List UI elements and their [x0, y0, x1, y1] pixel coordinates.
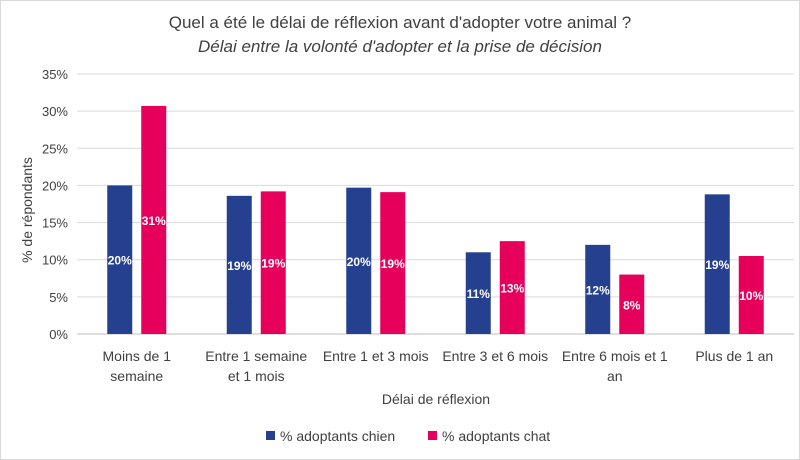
legend-label: % adoptants chat — [442, 428, 550, 444]
bar-chat — [619, 274, 645, 334]
legend-swatch — [428, 431, 437, 440]
x-tick-label: an — [607, 368, 623, 384]
x-tick-label: Moins de 1 — [103, 348, 172, 364]
data-label: 8% — [623, 298, 641, 312]
bar-chat — [738, 256, 764, 334]
data-label: 13% — [500, 282, 524, 296]
x-tick-label: et 1 mois — [228, 368, 285, 384]
x-axis-ticks: Moins de 1 semaine Entre 1 semaine et 1 moi… — [103, 348, 774, 384]
legend: % adoptants chien % adoptants chat — [266, 428, 550, 444]
y-tick-label: 25% — [42, 141, 68, 156]
legend-label: % adoptants chien — [280, 428, 395, 444]
data-label: 19% — [261, 257, 285, 271]
y-tick-label: 0% — [49, 327, 68, 342]
bar-chien — [226, 195, 252, 334]
y-tick-label: 30% — [42, 104, 68, 119]
x-axis-label: Délai de réflexion — [382, 391, 490, 407]
y-tick-label: 5% — [49, 290, 68, 305]
x-tick-label: Entre 3 et 6 mois — [442, 348, 548, 364]
bar-chat — [260, 191, 286, 334]
chart-subtitle: Délai entre la volonté d'adopter et la p… — [198, 37, 602, 56]
bar-chien — [346, 187, 372, 334]
y-tick-label: 10% — [42, 253, 68, 268]
data-label: 19% — [381, 257, 405, 271]
data-label: 19% — [705, 258, 729, 272]
bar-chien — [465, 252, 491, 334]
x-tick-label: Plus de 1 an — [695, 348, 773, 364]
legend-swatch — [266, 431, 275, 440]
bar-chien — [585, 244, 611, 334]
bar-chat — [141, 105, 167, 334]
bar-chien — [704, 194, 730, 334]
gridlines — [77, 73, 794, 335]
chart-title: Quel a été le délai de réflexion avant d… — [168, 13, 632, 32]
x-tick-label: semaine — [110, 368, 163, 384]
data-label: 20% — [347, 255, 371, 269]
data-label: 19% — [227, 259, 251, 273]
data-label: 11% — [467, 287, 491, 301]
x-tick-label: Entre 1 et 3 mois — [323, 348, 429, 364]
bars: 20% 19% 20% 11% 12% 19% 31% 19% 19% 13% 8% 10% — [107, 105, 764, 334]
y-tick-label: 35% — [42, 67, 68, 82]
x-tick-label: Entre 6 mois et 1 — [562, 348, 668, 364]
y-tick-label: 20% — [42, 178, 68, 193]
bar-chat — [499, 241, 525, 334]
y-axis-ticks: 0% 5% 10% 15% 20% 25% 30% 35% — [42, 67, 68, 342]
x-tick-label: Entre 1 semaine — [205, 348, 307, 364]
data-label: 10% — [739, 289, 763, 303]
y-tick-label: 15% — [42, 216, 68, 231]
data-label: 12% — [586, 283, 610, 297]
data-label: 20% — [108, 254, 132, 268]
data-label: 31% — [142, 214, 166, 228]
bar-chien — [107, 185, 133, 334]
y-axis-label: % de répondants — [19, 157, 35, 263]
bar-chat — [380, 192, 406, 334]
